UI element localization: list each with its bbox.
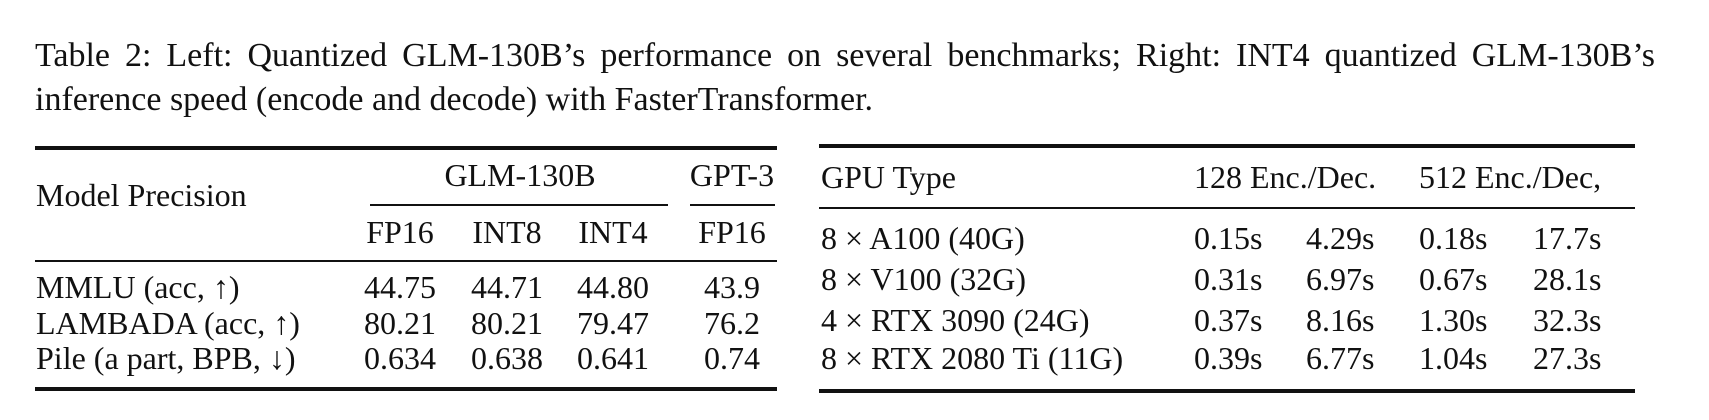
table-cell: 79.47 xyxy=(577,305,649,341)
table-cell: 0.638 xyxy=(471,340,543,376)
table-rule xyxy=(819,389,1635,393)
table-rule xyxy=(35,260,777,262)
group-header: GLM-130B xyxy=(444,157,596,193)
table-cell: 1.30s xyxy=(1419,302,1488,338)
table-rule xyxy=(370,204,668,206)
table-cell: 0.641 xyxy=(577,340,649,376)
table-cell: 80.21 xyxy=(471,305,543,341)
table-cell: 17.7s xyxy=(1533,220,1602,256)
column-header: INT4 xyxy=(578,214,648,250)
row-label: 8 × V100 (32G) xyxy=(821,261,1026,297)
caption: Table 2: Left: Quantized GLM-130B’s perf… xyxy=(35,37,1655,118)
table-cell: 1.04s xyxy=(1419,340,1488,376)
table-cell: 6.77s xyxy=(1306,340,1375,376)
table-cell: 32.3s xyxy=(1533,302,1602,338)
table-cell: 0.18s xyxy=(1419,220,1488,256)
row-label: LAMBADA (acc, ↑) xyxy=(36,305,300,341)
row-label: Pile (a part, BPB, ↓) xyxy=(36,340,296,376)
table-cell: 0.634 xyxy=(364,340,436,376)
column-header: 512 Enc./Dec, xyxy=(1419,159,1602,195)
column-header: 128 Enc./Dec. xyxy=(1194,159,1377,195)
table-cell: 43.9 xyxy=(704,269,760,305)
table-cell: 76.2 xyxy=(704,305,760,341)
table-cell: 0.31s xyxy=(1194,261,1263,297)
table-cell: 0.39s xyxy=(1194,340,1263,376)
row-label: 8 × A100 (40G) xyxy=(821,220,1025,256)
column-header: INT8 xyxy=(472,214,542,250)
table-cell: 0.37s xyxy=(1194,302,1263,338)
table-cell: 8.16s xyxy=(1306,302,1375,338)
table-cell: 28.1s xyxy=(1533,261,1602,297)
table-cell: 80.21 xyxy=(364,305,436,341)
table-cell: 0.15s xyxy=(1194,220,1263,256)
column-header: GPU Type xyxy=(821,159,956,195)
group-header: GPT-3 xyxy=(689,157,775,193)
table-cell: 0.67s xyxy=(1419,261,1488,297)
table-cell: 44.80 xyxy=(577,269,649,305)
table-cell: 44.75 xyxy=(364,269,436,305)
table-rule xyxy=(690,204,775,206)
row-label: 8 × RTX 2080 Ti (11G) xyxy=(821,340,1124,376)
table-rule xyxy=(819,207,1635,209)
column-header: FP16 xyxy=(698,214,766,250)
header-cell: Model Precision xyxy=(36,177,247,213)
table-cell: 0.74 xyxy=(704,340,760,376)
table-cell: 44.71 xyxy=(471,269,543,305)
table-cell: 4.29s xyxy=(1306,220,1375,256)
table-rule xyxy=(35,387,777,391)
row-label: 4 × RTX 3090 (24G) xyxy=(821,302,1090,338)
table-rule xyxy=(35,146,777,150)
row-label: MMLU (acc, ↑) xyxy=(36,269,240,305)
table-cell: 6.97s xyxy=(1306,261,1375,297)
table-rule xyxy=(819,144,1635,148)
column-header: FP16 xyxy=(366,214,434,250)
table-cell: 27.3s xyxy=(1533,340,1602,376)
